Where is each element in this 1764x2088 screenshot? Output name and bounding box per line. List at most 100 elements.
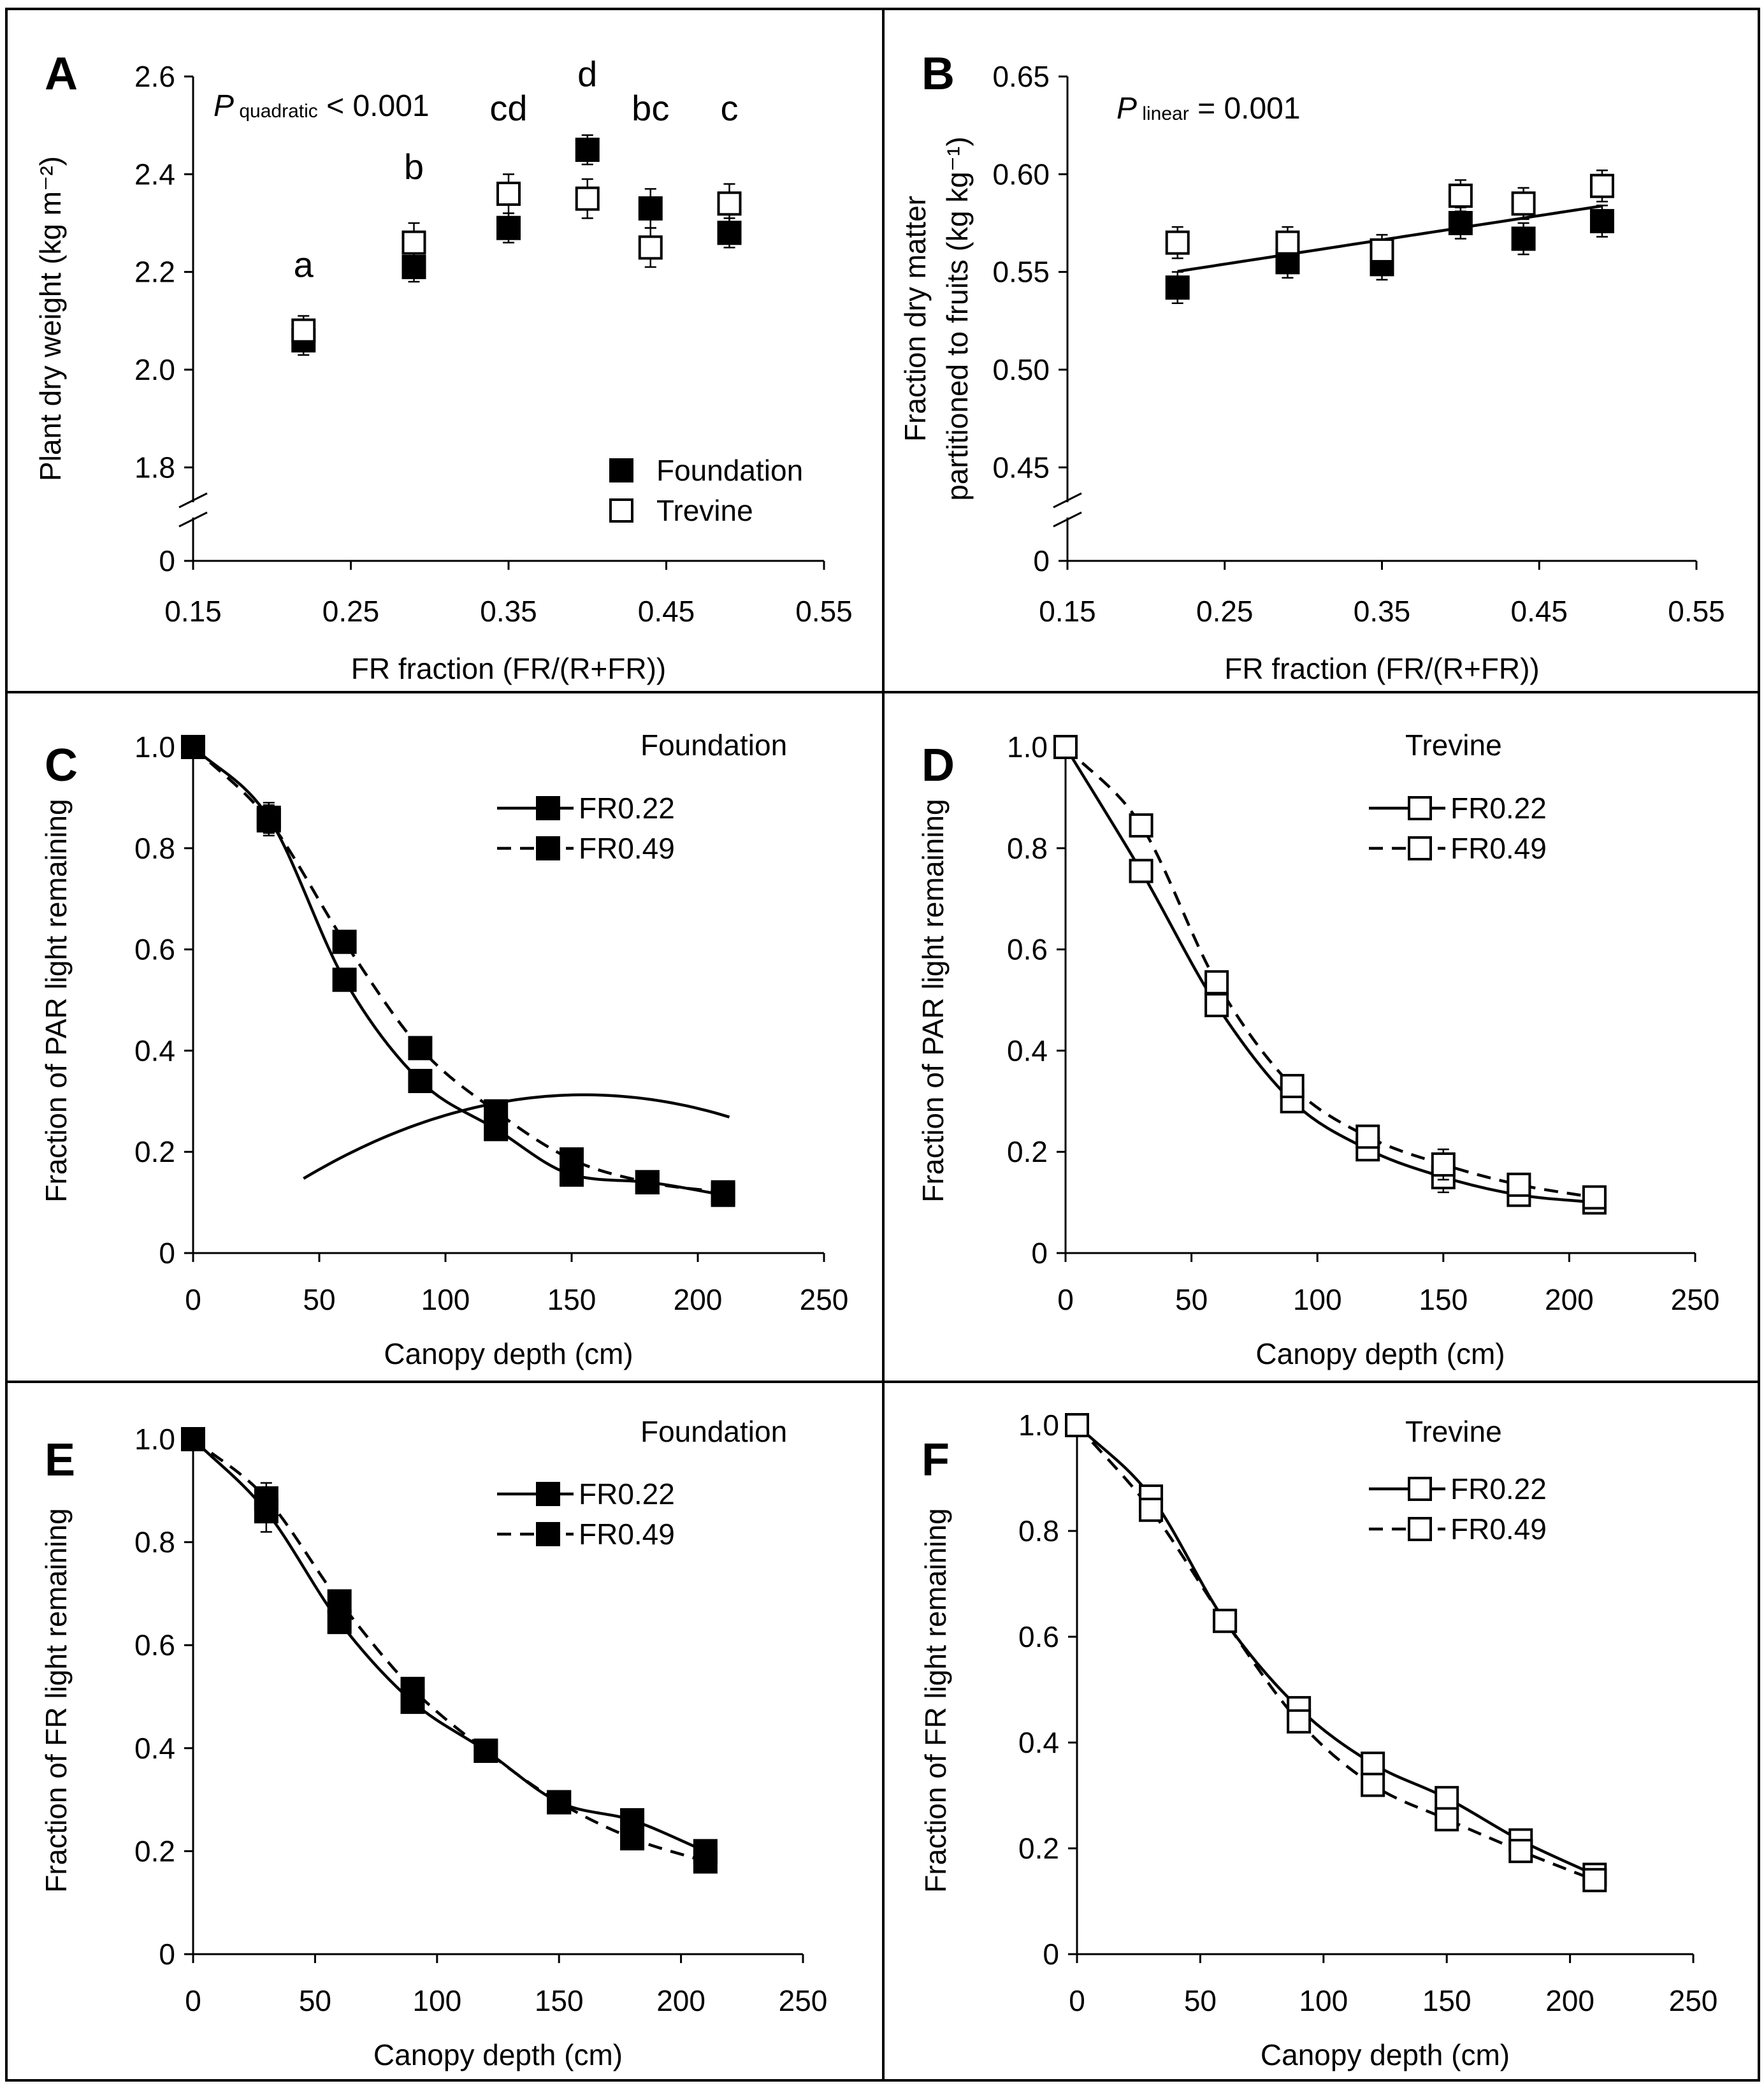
x-tick-label: 0 [185,1984,201,2017]
data-point [401,230,426,255]
y-axis-title: Fraction of FR light remaining [919,1508,952,1892]
y-tick-label: 0 [1033,544,1050,577]
data-point [1511,226,1536,251]
x-tick-label: 0.55 [1668,595,1725,628]
y-tick-label: 0.45 [992,451,1050,484]
y-tick-label: 0.6 [1018,1620,1059,1653]
x-tick-label: 200 [674,1283,723,1316]
data-point [1589,208,1614,233]
series-trevine [291,173,742,346]
y-tick-label: 2.2 [134,256,175,289]
y-tick-label: 0.2 [1007,1135,1048,1168]
data-point [1448,184,1473,208]
data-point [635,1170,660,1194]
legend-label: FR0.49 [1450,1512,1547,1546]
x-axis-title: Canopy depth (cm) [373,2038,623,2071]
x-tick-label: 250 [1671,1283,1720,1316]
legend-marker [536,796,560,820]
data-point [575,186,600,211]
x-tick-label: 0.45 [1510,595,1568,628]
chart-panel-a: A 0 0.15 0.25 0.35 0.45 0.55 1.8 2.0 2.2 2.4 2.6 FR … [34,48,853,1180]
series-fr0-49 [1053,735,1607,1210]
group-letter: cd [489,88,527,128]
axis-break-mark [1053,511,1082,528]
data-point [400,1676,425,1701]
data-point [496,215,521,240]
legend-marker [609,498,633,523]
data-point [560,1147,584,1172]
group-letter: a [294,244,314,284]
x-tick-label: 100 [1299,1984,1348,2017]
data-point [1275,230,1300,255]
x-tick-label: 50 [303,1283,335,1316]
series-trevine [1165,169,1614,267]
data-point [1507,1172,1531,1197]
x-tick-label: 200 [1545,1984,1594,2017]
x-axis-title: FR fraction (FR/(R+FR)) [1224,652,1540,685]
y-tick-label: 0.2 [134,1135,175,1168]
y-axis-title: Fraction of PAR light remaining [916,799,950,1202]
p-subscript: quadratic [234,101,318,122]
data-point [1508,1839,1533,1864]
p-symbol: P [1117,92,1137,126]
panel-frame-f [882,1381,1760,2082]
p-value-annotation: P quadratic < 0.001 [213,89,430,123]
y-tick-label: 1.0 [134,1423,175,1456]
chart-panel-d: D 0 50 100 150 200 250 0 0.2 0.4 0.6 0.8 1.0 Canopy d… [916,729,1719,1370]
data-point [711,1180,735,1205]
x-tick-label: 50 [1184,1984,1217,2017]
data-point [496,182,521,206]
data-point [332,929,357,954]
x-tick-label: 200 [656,1984,705,2017]
x-tick-label: 150 [1422,1984,1471,2017]
legend-label: FR0.22 [579,792,675,825]
data-point [291,318,316,343]
legend-label: Trevine [656,494,753,527]
legend-label: FR0.49 [1450,832,1547,865]
y-tick-label: 0.2 [134,1834,175,1867]
legend-marker [536,836,560,860]
y-tick-label: 0.65 [992,60,1050,93]
data-point [1589,173,1614,198]
data-point [717,221,742,245]
y-tick-label: 0.60 [992,157,1050,191]
y-tick-label: 0.4 [1018,1726,1059,1759]
legend-marker [536,1522,560,1546]
y-tick-label: 2.0 [134,353,175,386]
x-tick-label: 0.25 [322,595,380,628]
chart-panel-c: C 0 50 100 150 200 250 0 0.2 0.4 0.6 0.8 1.0 Canopy d… [40,729,848,1370]
panels: A 0 0.15 0.25 0.35 0.45 0.55 1.8 2.0 2.2 2.4 2.6 FR … [34,48,1725,2071]
series-fr0-49 [181,1427,718,1874]
panel-letter-d: D [922,740,955,791]
data-point [1213,1609,1238,1634]
y-tick-label: 1.0 [1007,730,1048,764]
data-point [408,1036,433,1061]
data-point [332,968,357,992]
panel-letter-f: F [922,1435,950,1486]
data-point [1582,1867,1607,1892]
y-tick-label: 0.4 [134,1034,175,1067]
legend-title: Foundation [640,1415,787,1448]
x-tick-label: 0.15 [164,595,222,628]
legend-label: FR0.49 [579,1518,675,1551]
data-point [547,1790,572,1815]
data-point [717,191,742,216]
panel-letter-c: C [45,740,78,791]
group-letter: c [721,88,739,128]
panel-letter-a: A [45,48,78,99]
data-point [1435,1807,1459,1832]
legend: Trevine FR0.22 FR0.49 [1369,729,1547,865]
y-tick-label: 1.0 [1018,1409,1059,1442]
legend-marker [609,458,633,482]
legend-marker [1408,1517,1432,1541]
x-tick-label: 0.55 [795,595,853,628]
y-tick-label: 2.4 [134,157,175,191]
y-axis-title: Fraction of FR light remaining [40,1508,73,1892]
x-tick-label: 150 [535,1984,584,2017]
x-tick-label: 100 [1293,1283,1342,1316]
data-point [1287,1709,1312,1734]
x-tick-label: 150 [547,1283,596,1316]
p-value-annotation: P linear = 0.001 [1117,92,1301,126]
data-point [408,1069,433,1094]
group-letter: d [577,54,597,94]
